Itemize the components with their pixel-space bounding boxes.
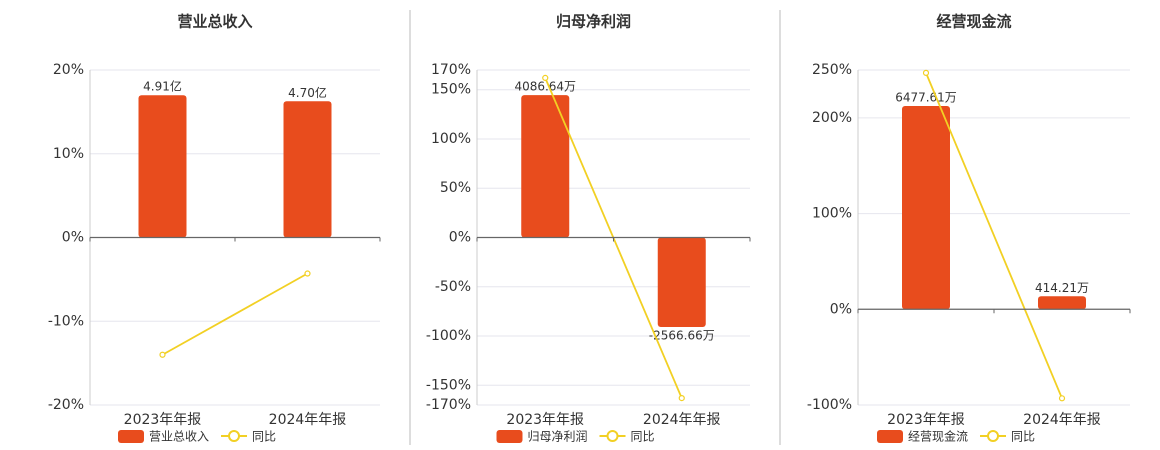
y-tick-label: 250% <box>812 62 852 78</box>
y-tick-label: -10% <box>48 313 84 329</box>
bar <box>657 237 706 327</box>
bar-label: 4.91亿 <box>143 79 182 94</box>
chart-title: 经营现金流 <box>936 13 1011 31</box>
legend-label: 同比 <box>631 430 655 444</box>
line-point <box>1058 395 1066 402</box>
chart-title: 营业总收入 <box>177 13 252 31</box>
bar-label: 4.70亿 <box>288 85 327 100</box>
x-tick-label: 2023年年报 <box>124 412 202 428</box>
line-point <box>159 351 166 358</box>
chart-title: 归母净利润 <box>556 13 631 31</box>
line-series <box>925 72 1063 399</box>
bar-label: 414.21万 <box>1035 281 1089 295</box>
y-tick-label: 150% <box>431 82 471 98</box>
y-tick-label: 20% <box>53 62 84 78</box>
bar-label: 4086.64万 <box>514 80 576 94</box>
line-point <box>678 395 685 402</box>
bar <box>521 95 570 238</box>
x-tick-label: 2023年年报 <box>506 412 584 428</box>
line-point <box>922 69 930 76</box>
line-point <box>542 74 549 81</box>
legend-label: 营业总收入 <box>149 430 209 444</box>
legend-swatch <box>877 430 903 443</box>
legend-marker <box>987 430 1000 442</box>
bar <box>138 95 187 238</box>
y-tick-label: 0% <box>830 301 852 317</box>
legend-label: 归母净利润 <box>528 430 588 444</box>
y-tick-label: 0% <box>449 230 471 246</box>
y-tick-label: -100% <box>426 328 471 344</box>
bar-label: 6477.61万 <box>895 91 957 105</box>
line-series <box>162 272 308 356</box>
legend-label: 同比 <box>252 430 276 444</box>
line-point <box>304 270 311 277</box>
y-tick-label: 10% <box>53 146 84 162</box>
legend-marker <box>606 430 619 442</box>
y-tick-label: -150% <box>426 377 471 393</box>
x-tick-label: 2023年年报 <box>887 412 965 428</box>
legend-swatch <box>496 430 523 443</box>
y-tick-label: -100% <box>807 397 852 413</box>
bar <box>902 106 950 310</box>
bar <box>1038 296 1086 310</box>
x-tick-label: 2024年年报 <box>269 412 347 428</box>
legend-marker <box>228 430 241 442</box>
y-tick-label: 170% <box>431 62 471 78</box>
legend-label: 同比 <box>1011 430 1035 444</box>
bar-label: -2566.66万 <box>649 328 715 342</box>
y-tick-label: 0% <box>62 230 84 246</box>
y-tick-label: -50% <box>435 279 471 295</box>
y-tick-label: 100% <box>431 131 471 147</box>
x-tick-label: 2024年年报 <box>1023 412 1101 428</box>
y-tick-label: 200% <box>812 110 852 126</box>
y-tick-label: 50% <box>440 180 471 196</box>
y-tick-label: -20% <box>48 397 84 413</box>
legend-swatch <box>118 430 144 443</box>
bar <box>283 101 332 238</box>
legend-label: 经营现金流 <box>908 429 968 444</box>
y-tick-label: -170% <box>426 397 471 413</box>
y-tick-label: 100% <box>812 206 852 222</box>
x-tick-label: 2024年年报 <box>643 412 721 428</box>
